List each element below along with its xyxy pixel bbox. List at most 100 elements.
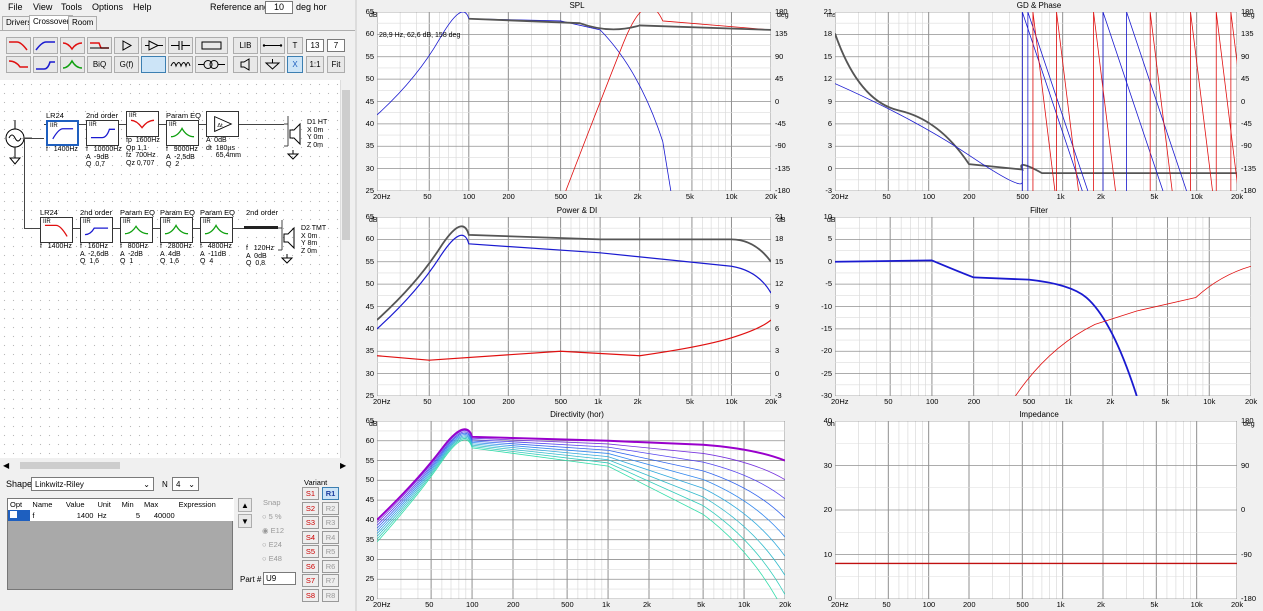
- capacitor-icon[interactable]: [168, 37, 193, 54]
- variant-r5-button[interactable]: R5: [322, 545, 339, 558]
- part-number-input[interactable]: U9: [263, 572, 296, 585]
- menu-help[interactable]: Help: [133, 2, 152, 12]
- block-2nd-order-bottom-2[interactable]: 2nd order f 120Hz A 0dB Q 0,8: [246, 208, 279, 268]
- block-lr24-bottom[interactable]: LR24 IIR f 1400Hz: [40, 208, 73, 250]
- variant-r3-button[interactable]: R3: [322, 516, 339, 529]
- biquad-button[interactable]: BiQ: [87, 56, 112, 73]
- canvas-vertical-scrollbar[interactable]: [340, 80, 350, 458]
- menu-tools[interactable]: Tools: [61, 2, 83, 12]
- variant-r4-button[interactable]: R4: [322, 530, 339, 544]
- variant-r8-button[interactable]: R8: [322, 588, 339, 602]
- chart-panel-spl[interactable]: SPL dB deg 65 60 55 50 45 40 35 30 25 180 135 90 45 0 -45…: [357, 0, 797, 203]
- transformer-icon[interactable]: [195, 56, 228, 73]
- shelf-button[interactable]: [87, 37, 112, 54]
- block-notch-top[interactable]: IIR fp 1600Hz Qp 1,1 fz 700Hz Qz 0,707: [126, 111, 160, 167]
- chart-plot-area[interactable]: [377, 217, 771, 396]
- menu-file[interactable]: File: [8, 2, 23, 12]
- bandpass-green-button[interactable]: [60, 56, 85, 73]
- chart-panel-directivity-hor-[interactable]: Directivity (hor) dB 65 60 55 50 45 40 35 30 25 20 2…: [357, 409, 797, 611]
- text-tool-button[interactable]: T: [287, 37, 303, 54]
- variant-s3-button[interactable]: S3: [302, 516, 319, 529]
- tab-room[interactable]: Room: [68, 16, 98, 30]
- resistor-icon[interactable]: [195, 37, 228, 54]
- menu-options[interactable]: Options: [92, 2, 124, 12]
- snap-e48-radio[interactable]: ○ E48: [262, 554, 282, 563]
- variant-s5-button[interactable]: S5: [302, 545, 319, 558]
- delete-x-button[interactable]: X: [287, 56, 303, 73]
- variant-r7-button[interactable]: R7: [322, 574, 339, 587]
- grid-size-input[interactable]: 13: [306, 39, 324, 52]
- block-param-eq-bottom-2[interactable]: Param EQ IIR f 2800Hz A 4dB Q 1,6: [160, 208, 196, 266]
- play-icon[interactable]: [114, 37, 139, 54]
- lowpass-red-button-2[interactable]: [6, 56, 31, 73]
- variant-s6-button[interactable]: S6: [302, 559, 319, 573]
- variant-s7-button[interactable]: S7: [302, 574, 319, 587]
- snap-5pct-radio[interactable]: ○ 5 %: [262, 512, 282, 521]
- variant-s2-button[interactable]: S2: [302, 501, 319, 515]
- block-param-eq-bottom-3[interactable]: Param EQ IIR f 4800Hz A -11dB Q 4: [200, 208, 236, 266]
- library-button[interactable]: LIB: [233, 37, 258, 54]
- block-param-eq-bottom-1[interactable]: Param EQ IIR f 800Hz A -2dB Q 1: [120, 208, 156, 266]
- block-lr24-top[interactable]: LR24 IIR f 1400Hz: [46, 111, 79, 153]
- shape-select[interactable]: Linkwitz-Riley ⌄: [31, 477, 154, 491]
- cell-unit: Hz: [97, 511, 107, 520]
- chart-plot-area[interactable]: [377, 421, 785, 599]
- chart-plot-area[interactable]: [377, 12, 771, 191]
- chart-plot-area[interactable]: [835, 217, 1251, 396]
- block-gain-delay-top[interactable]: Δt A 0dB dt 180µs 65,4mm: [206, 111, 241, 160]
- x-tick-label: 1k: [602, 600, 610, 609]
- reference-angle-input[interactable]: 10: [265, 1, 293, 14]
- menu-view[interactable]: View: [33, 2, 53, 12]
- lowpass-red-button[interactable]: [6, 37, 31, 54]
- chart-panel-power-di[interactable]: Power & DI dB dB 65 60 55 50 45 40 35 30 25 21 18 15 12…: [357, 205, 797, 408]
- chart-plot-area[interactable]: [835, 12, 1237, 191]
- grid-snap-input[interactable]: 7: [327, 39, 345, 52]
- block-param-eq-top[interactable]: Param EQ IIR f 9000Hz A -2,5dB Q 2: [166, 111, 202, 169]
- chart-panel-gd-phase[interactable]: GD & Phase ms deg 21 18 15 12 9 6 3 0 -3 180 135 90 45 0…: [815, 0, 1263, 203]
- transfer-function-button[interactable]: G(f): [114, 56, 139, 73]
- cell-min[interactable]: 5: [135, 511, 141, 520]
- y-tick-label: 3: [827, 141, 832, 151]
- variant-r1-button[interactable]: R1: [322, 487, 339, 500]
- amplifier-icon[interactable]: [141, 37, 166, 54]
- driver2-speaker-icon[interactable]: [278, 220, 296, 270]
- variant-s8-button[interactable]: S8: [302, 588, 319, 602]
- chart-plot-area[interactable]: [835, 421, 1237, 599]
- optimize-checkbox[interactable]: [10, 511, 17, 518]
- order-select[interactable]: 4 ⌄: [172, 477, 199, 491]
- speaker-icon[interactable]: [233, 56, 258, 73]
- cell-expression[interactable]: [177, 510, 234, 521]
- x-tick-label: 5k: [685, 192, 694, 201]
- schematic-canvas[interactable]: LR24 IIR f 1400Hz 2nd order IIR f 10000H…: [0, 80, 340, 458]
- move-down-button[interactable]: ▼: [238, 514, 252, 528]
- variant-s1-button[interactable]: S1: [302, 487, 319, 500]
- variant-r2-button[interactable]: R2: [322, 501, 339, 515]
- wire-icon[interactable]: [260, 37, 285, 54]
- snap-e24-radio[interactable]: ○ E24: [262, 540, 282, 549]
- driver1-speaker-icon[interactable]: [284, 116, 302, 166]
- zoom-fit-button[interactable]: Fit: [327, 56, 345, 73]
- chart-panel-impedance[interactable]: Impedance ohm deg 40 30 20 10 0 180 90 0 -90 -180 20H…: [815, 409, 1263, 611]
- snap-e12-radio[interactable]: ◉ E12: [262, 526, 284, 535]
- tab-crossover[interactable]: Crossover: [29, 15, 74, 30]
- y2-tick-label: 45: [775, 74, 784, 84]
- ground-icon[interactable]: [260, 56, 285, 73]
- zoom-1to1-button[interactable]: 1:1: [306, 56, 324, 73]
- move-up-button[interactable]: ▲: [238, 498, 252, 512]
- variant-s4-button[interactable]: S4: [302, 530, 319, 544]
- inductor-icon[interactable]: [168, 56, 193, 73]
- variant-label: Variant: [304, 478, 328, 487]
- variant-r6-button[interactable]: R6: [322, 559, 339, 573]
- block-2nd-order-top[interactable]: 2nd order IIR f 10000Hz A -9dB Q 0,7: [86, 111, 122, 169]
- canvas-horizontal-scrollbar[interactable]: ◀ ▶: [0, 460, 350, 471]
- cell-value[interactable]: 1400: [76, 511, 94, 520]
- chart-panel-filter[interactable]: Filter dB 10 5 0 -5 -10 -15 -20 -25 -30 20Hz 50 100 20…: [815, 205, 1263, 408]
- block-2nd-order-bottom[interactable]: 2nd order IIR f 160Hz A -2,6dB Q 1,6: [80, 208, 113, 266]
- cursor-select-button[interactable]: [141, 56, 166, 73]
- highpass-blue-button-2[interactable]: [33, 56, 58, 73]
- cell-max[interactable]: 40000: [153, 511, 175, 520]
- bandstop-red-button[interactable]: [60, 37, 85, 54]
- col-unit: Unit: [97, 500, 111, 509]
- highpass-blue-button[interactable]: [33, 37, 58, 54]
- table-row[interactable]: f 1400 Hz 5 40000: [8, 510, 234, 521]
